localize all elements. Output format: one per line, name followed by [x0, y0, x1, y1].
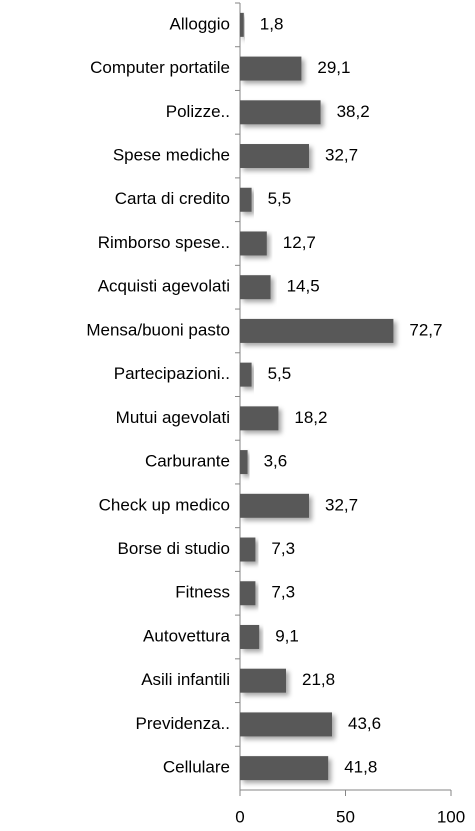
bar — [240, 712, 332, 737]
bar — [240, 450, 248, 475]
value-label: 32,7 — [325, 495, 358, 514]
bar — [240, 56, 302, 81]
bar — [240, 362, 252, 387]
y-tick-label: Asili infantili — [141, 670, 230, 689]
value-label: 72,7 — [409, 320, 442, 339]
value-label: 43,6 — [348, 714, 381, 733]
value-label: 3,6 — [264, 452, 288, 471]
y-tick-label: Mensa/buoni pasto — [86, 320, 230, 339]
x-tick-label: 50 — [336, 807, 355, 826]
y-tick-label: Alloggio — [170, 14, 231, 33]
value-label: 18,2 — [294, 408, 327, 427]
bar — [240, 537, 256, 562]
value-label: 7,3 — [271, 583, 295, 602]
value-label: 9,1 — [275, 626, 299, 645]
bar — [240, 668, 286, 693]
y-tick-label: Check up medico — [99, 495, 230, 514]
bar — [240, 406, 279, 431]
y-tick-label: Mutui agevolati — [116, 408, 230, 427]
bar — [240, 581, 256, 606]
value-label: 1,8 — [260, 14, 284, 33]
x-tick-label: 0 — [235, 807, 244, 826]
x-tick-label: 100 — [437, 807, 465, 826]
bar — [240, 275, 271, 300]
bar — [240, 624, 260, 649]
y-tick-label: Computer portatile — [90, 58, 230, 77]
bar — [240, 12, 244, 37]
y-tick-label: Partecipazioni.. — [114, 364, 230, 383]
bar — [240, 493, 309, 518]
value-label: 21,8 — [302, 670, 335, 689]
bar — [240, 231, 267, 256]
y-tick-label: Carta di credito — [115, 189, 230, 208]
value-label: 12,7 — [283, 233, 316, 252]
y-tick-label: Cellulare — [163, 758, 230, 777]
bar — [240, 318, 394, 343]
value-label: 5,5 — [268, 189, 292, 208]
bar — [240, 144, 309, 169]
value-label: 7,3 — [271, 539, 295, 558]
value-label: 38,2 — [337, 102, 370, 121]
value-label: 29,1 — [317, 58, 350, 77]
value-label: 14,5 — [287, 277, 320, 296]
y-tick-label: Borse di studio — [118, 539, 230, 558]
bar — [240, 100, 321, 125]
bar — [240, 756, 329, 781]
bar — [240, 187, 252, 212]
value-label: 32,7 — [325, 146, 358, 165]
y-tick-label: Rimborso spese.. — [98, 233, 230, 252]
y-tick-label: Spese mediche — [113, 146, 230, 165]
y-tick-label: Previdenza.. — [136, 714, 231, 733]
value-label: 41,8 — [344, 758, 377, 777]
y-tick-label: Fitness — [175, 583, 230, 602]
y-tick-label: Acquisti agevolati — [98, 277, 230, 296]
y-tick-label: Carburante — [145, 452, 230, 471]
value-label: 5,5 — [268, 364, 292, 383]
y-tick-label: Autovettura — [143, 626, 230, 645]
y-tick-label: Polizze.. — [166, 102, 230, 121]
